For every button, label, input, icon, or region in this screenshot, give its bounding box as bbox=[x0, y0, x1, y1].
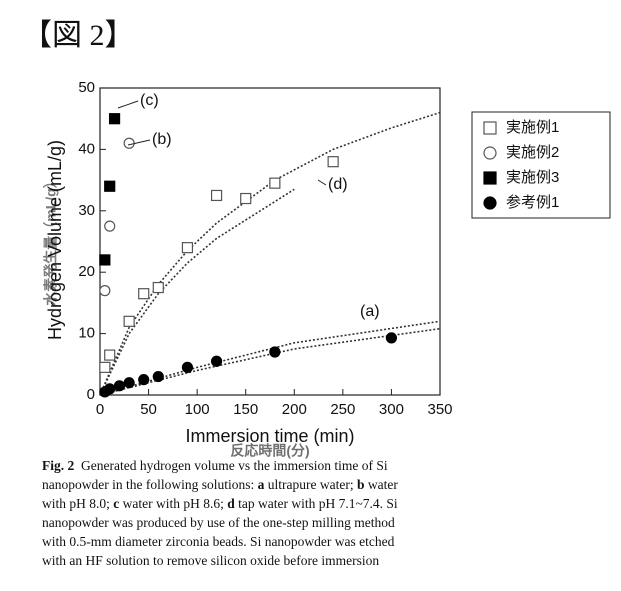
x-tick-label: 150 bbox=[233, 401, 258, 418]
marker bbox=[269, 177, 281, 189]
marker bbox=[181, 361, 194, 373]
legend-marker bbox=[483, 146, 497, 160]
x-tick-label: 100 bbox=[185, 401, 210, 418]
marker bbox=[138, 288, 150, 300]
marker bbox=[123, 315, 135, 327]
caption-segment: d bbox=[227, 496, 235, 511]
marker bbox=[108, 113, 121, 125]
y-tick-label: 30 bbox=[78, 202, 95, 219]
caption-line: with 0.5-mm diameter zirconia beads. Si … bbox=[42, 534, 395, 549]
marker bbox=[104, 383, 116, 395]
caption-segment: c bbox=[113, 496, 119, 511]
caption-segment: with pH 8.0; bbox=[42, 496, 113, 511]
caption-segment: b bbox=[357, 477, 365, 492]
marker bbox=[210, 189, 223, 202]
marker bbox=[99, 361, 111, 373]
annotation: (a) bbox=[360, 303, 380, 320]
y-tick-label: 20 bbox=[78, 263, 95, 280]
marker bbox=[104, 349, 116, 361]
caption-segment: Generated hydrogen volume vs the immersi… bbox=[74, 458, 388, 473]
marker bbox=[104, 220, 116, 232]
fit-curve bbox=[99, 320, 441, 396]
marker bbox=[104, 180, 116, 192]
legend-label: 実施例2 bbox=[506, 144, 559, 161]
x-axis-label: Immersion time (min) bbox=[185, 426, 354, 446]
annotation-leader bbox=[127, 139, 151, 146]
legend-label: 実施例1 bbox=[506, 119, 559, 136]
caption-line: nanopowder in the following solutions: a… bbox=[42, 477, 398, 492]
marker bbox=[385, 332, 398, 344]
fit-curve bbox=[99, 327, 441, 396]
legend-marker bbox=[483, 196, 497, 210]
caption-segment: nanopowder in the following solutions: bbox=[42, 477, 258, 492]
marker bbox=[113, 380, 126, 392]
x-axis-label-ja: 反応時間(分) bbox=[230, 443, 309, 459]
caption-segment: with an HF solution to remove silicon ox… bbox=[42, 553, 379, 568]
caption-segment: nanopowder was produced by use of the on… bbox=[42, 515, 395, 530]
plot-frame bbox=[99, 87, 441, 396]
annotation: (b) bbox=[152, 131, 172, 148]
caption-line: with pH 8.0; c water with pH 8.6; d tap … bbox=[42, 496, 398, 511]
marker bbox=[152, 370, 164, 383]
marker bbox=[138, 374, 150, 386]
fit-curve bbox=[99, 111, 441, 396]
caption-segment: tap water with pH 7.1~7.4. Si bbox=[235, 496, 398, 511]
legend-label: 参考例1 bbox=[506, 194, 559, 211]
caption-segment: water bbox=[364, 477, 398, 492]
caption-segment: a bbox=[258, 477, 265, 492]
legend-marker bbox=[483, 121, 497, 135]
fit-curve bbox=[99, 188, 295, 396]
marker bbox=[269, 346, 281, 358]
x-tick-label: 200 bbox=[282, 401, 307, 418]
caption-segment: ultrapure water; bbox=[264, 477, 357, 492]
x-tick-label: 0 bbox=[96, 401, 104, 418]
y-axis-label: Hydrogen Volume (mL/g) bbox=[45, 140, 65, 340]
y-tick-label: 40 bbox=[78, 140, 95, 157]
marker bbox=[152, 281, 164, 294]
y-tick-label: 0 bbox=[87, 386, 95, 403]
legend-marker bbox=[483, 171, 497, 185]
caption-segment: Fig. 2 bbox=[42, 458, 74, 473]
marker bbox=[240, 192, 252, 205]
figure-title: 【図 2】 bbox=[22, 19, 135, 52]
caption-segment: with 0.5-mm diameter zirconia beads. Si … bbox=[42, 534, 395, 549]
marker bbox=[210, 355, 223, 367]
marker bbox=[99, 254, 111, 266]
y-tick-label: 50 bbox=[78, 79, 95, 96]
annotation-leader bbox=[117, 100, 139, 109]
x-tick-label: 50 bbox=[140, 401, 157, 418]
marker bbox=[327, 156, 339, 168]
marker bbox=[99, 285, 111, 297]
marker bbox=[123, 377, 135, 389]
y-axis-label-ja: 水素発生量（mL/g） bbox=[43, 174, 59, 305]
caption-segment: water with pH 8.6; bbox=[119, 496, 227, 511]
annotation-leader bbox=[317, 179, 327, 186]
caption-line: nanopowder was produced by use of the on… bbox=[42, 515, 395, 530]
y-tick-label: 10 bbox=[78, 325, 95, 342]
caption-line: Fig. 2 Generated hydrogen volume vs the … bbox=[42, 458, 388, 473]
x-tick-label: 350 bbox=[427, 401, 452, 418]
x-tick-label: 250 bbox=[330, 401, 355, 418]
x-tick-label: 300 bbox=[379, 401, 404, 418]
caption-line: with an HF solution to remove silicon ox… bbox=[42, 553, 379, 568]
marker bbox=[123, 137, 135, 149]
marker bbox=[181, 242, 194, 254]
annotation: (d) bbox=[328, 176, 348, 193]
annotation: (c) bbox=[140, 92, 159, 109]
legend-label: 実施例3 bbox=[506, 169, 559, 186]
